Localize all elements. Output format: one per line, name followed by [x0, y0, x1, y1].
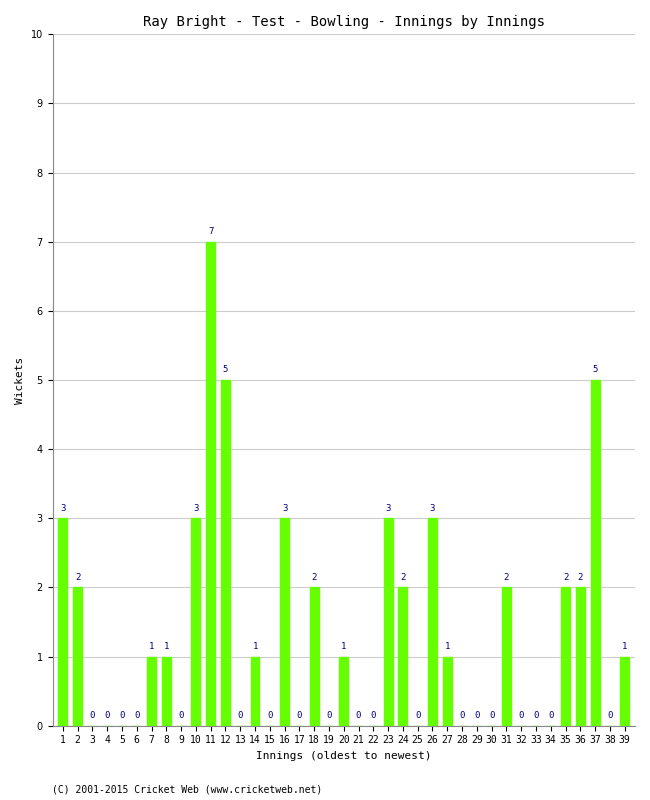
Bar [339, 657, 348, 726]
Text: 0: 0 [326, 711, 332, 720]
Text: 2: 2 [578, 573, 583, 582]
Text: 0: 0 [120, 711, 125, 720]
Text: 0: 0 [105, 711, 110, 720]
Text: 0: 0 [297, 711, 302, 720]
Bar [384, 518, 393, 726]
Bar [58, 518, 68, 726]
Text: 3: 3 [60, 504, 66, 513]
Bar [280, 518, 289, 726]
Text: 1: 1 [252, 642, 258, 651]
Text: 0: 0 [519, 711, 524, 720]
X-axis label: Innings (oldest to newest): Innings (oldest to newest) [256, 751, 432, 761]
Text: 0: 0 [489, 711, 494, 720]
Text: 3: 3 [193, 504, 199, 513]
Bar [428, 518, 437, 726]
Title: Ray Bright - Test - Bowling - Innings by Innings: Ray Bright - Test - Bowling - Innings by… [143, 15, 545, 29]
Bar [162, 657, 171, 726]
Text: 0: 0 [90, 711, 95, 720]
Text: 0: 0 [460, 711, 465, 720]
Text: 0: 0 [370, 711, 376, 720]
Bar [502, 587, 511, 726]
Text: 3: 3 [282, 504, 287, 513]
Text: 0: 0 [607, 711, 612, 720]
Text: 3: 3 [430, 504, 435, 513]
Text: 2: 2 [311, 573, 317, 582]
Text: 1: 1 [622, 642, 627, 651]
Text: 0: 0 [134, 711, 140, 720]
Text: 5: 5 [223, 366, 228, 374]
Text: 1: 1 [149, 642, 154, 651]
Text: 5: 5 [592, 366, 598, 374]
Bar [221, 380, 230, 726]
Y-axis label: Wickets: Wickets [15, 357, 25, 404]
Text: 0: 0 [179, 711, 184, 720]
Bar [147, 657, 156, 726]
Text: 0: 0 [533, 711, 539, 720]
Text: 2: 2 [504, 573, 509, 582]
Text: 1: 1 [341, 642, 346, 651]
Text: 3: 3 [385, 504, 391, 513]
Bar [310, 587, 318, 726]
Text: 0: 0 [238, 711, 243, 720]
Bar [443, 657, 452, 726]
Bar [591, 380, 599, 726]
Text: 0: 0 [474, 711, 480, 720]
Text: 2: 2 [400, 573, 406, 582]
Bar [398, 587, 408, 726]
Text: 0: 0 [267, 711, 272, 720]
Text: 1: 1 [445, 642, 450, 651]
Bar [206, 242, 215, 726]
Text: (C) 2001-2015 Cricket Web (www.cricketweb.net): (C) 2001-2015 Cricket Web (www.cricketwe… [52, 784, 322, 794]
Bar [251, 657, 259, 726]
Text: 0: 0 [356, 711, 361, 720]
Bar [73, 587, 82, 726]
Bar [620, 657, 629, 726]
Bar [192, 518, 200, 726]
Bar [561, 587, 570, 726]
Text: 7: 7 [208, 227, 213, 236]
Text: 1: 1 [164, 642, 169, 651]
Bar [576, 587, 585, 726]
Text: 0: 0 [548, 711, 553, 720]
Text: 2: 2 [563, 573, 568, 582]
Text: 0: 0 [415, 711, 421, 720]
Text: 2: 2 [75, 573, 81, 582]
